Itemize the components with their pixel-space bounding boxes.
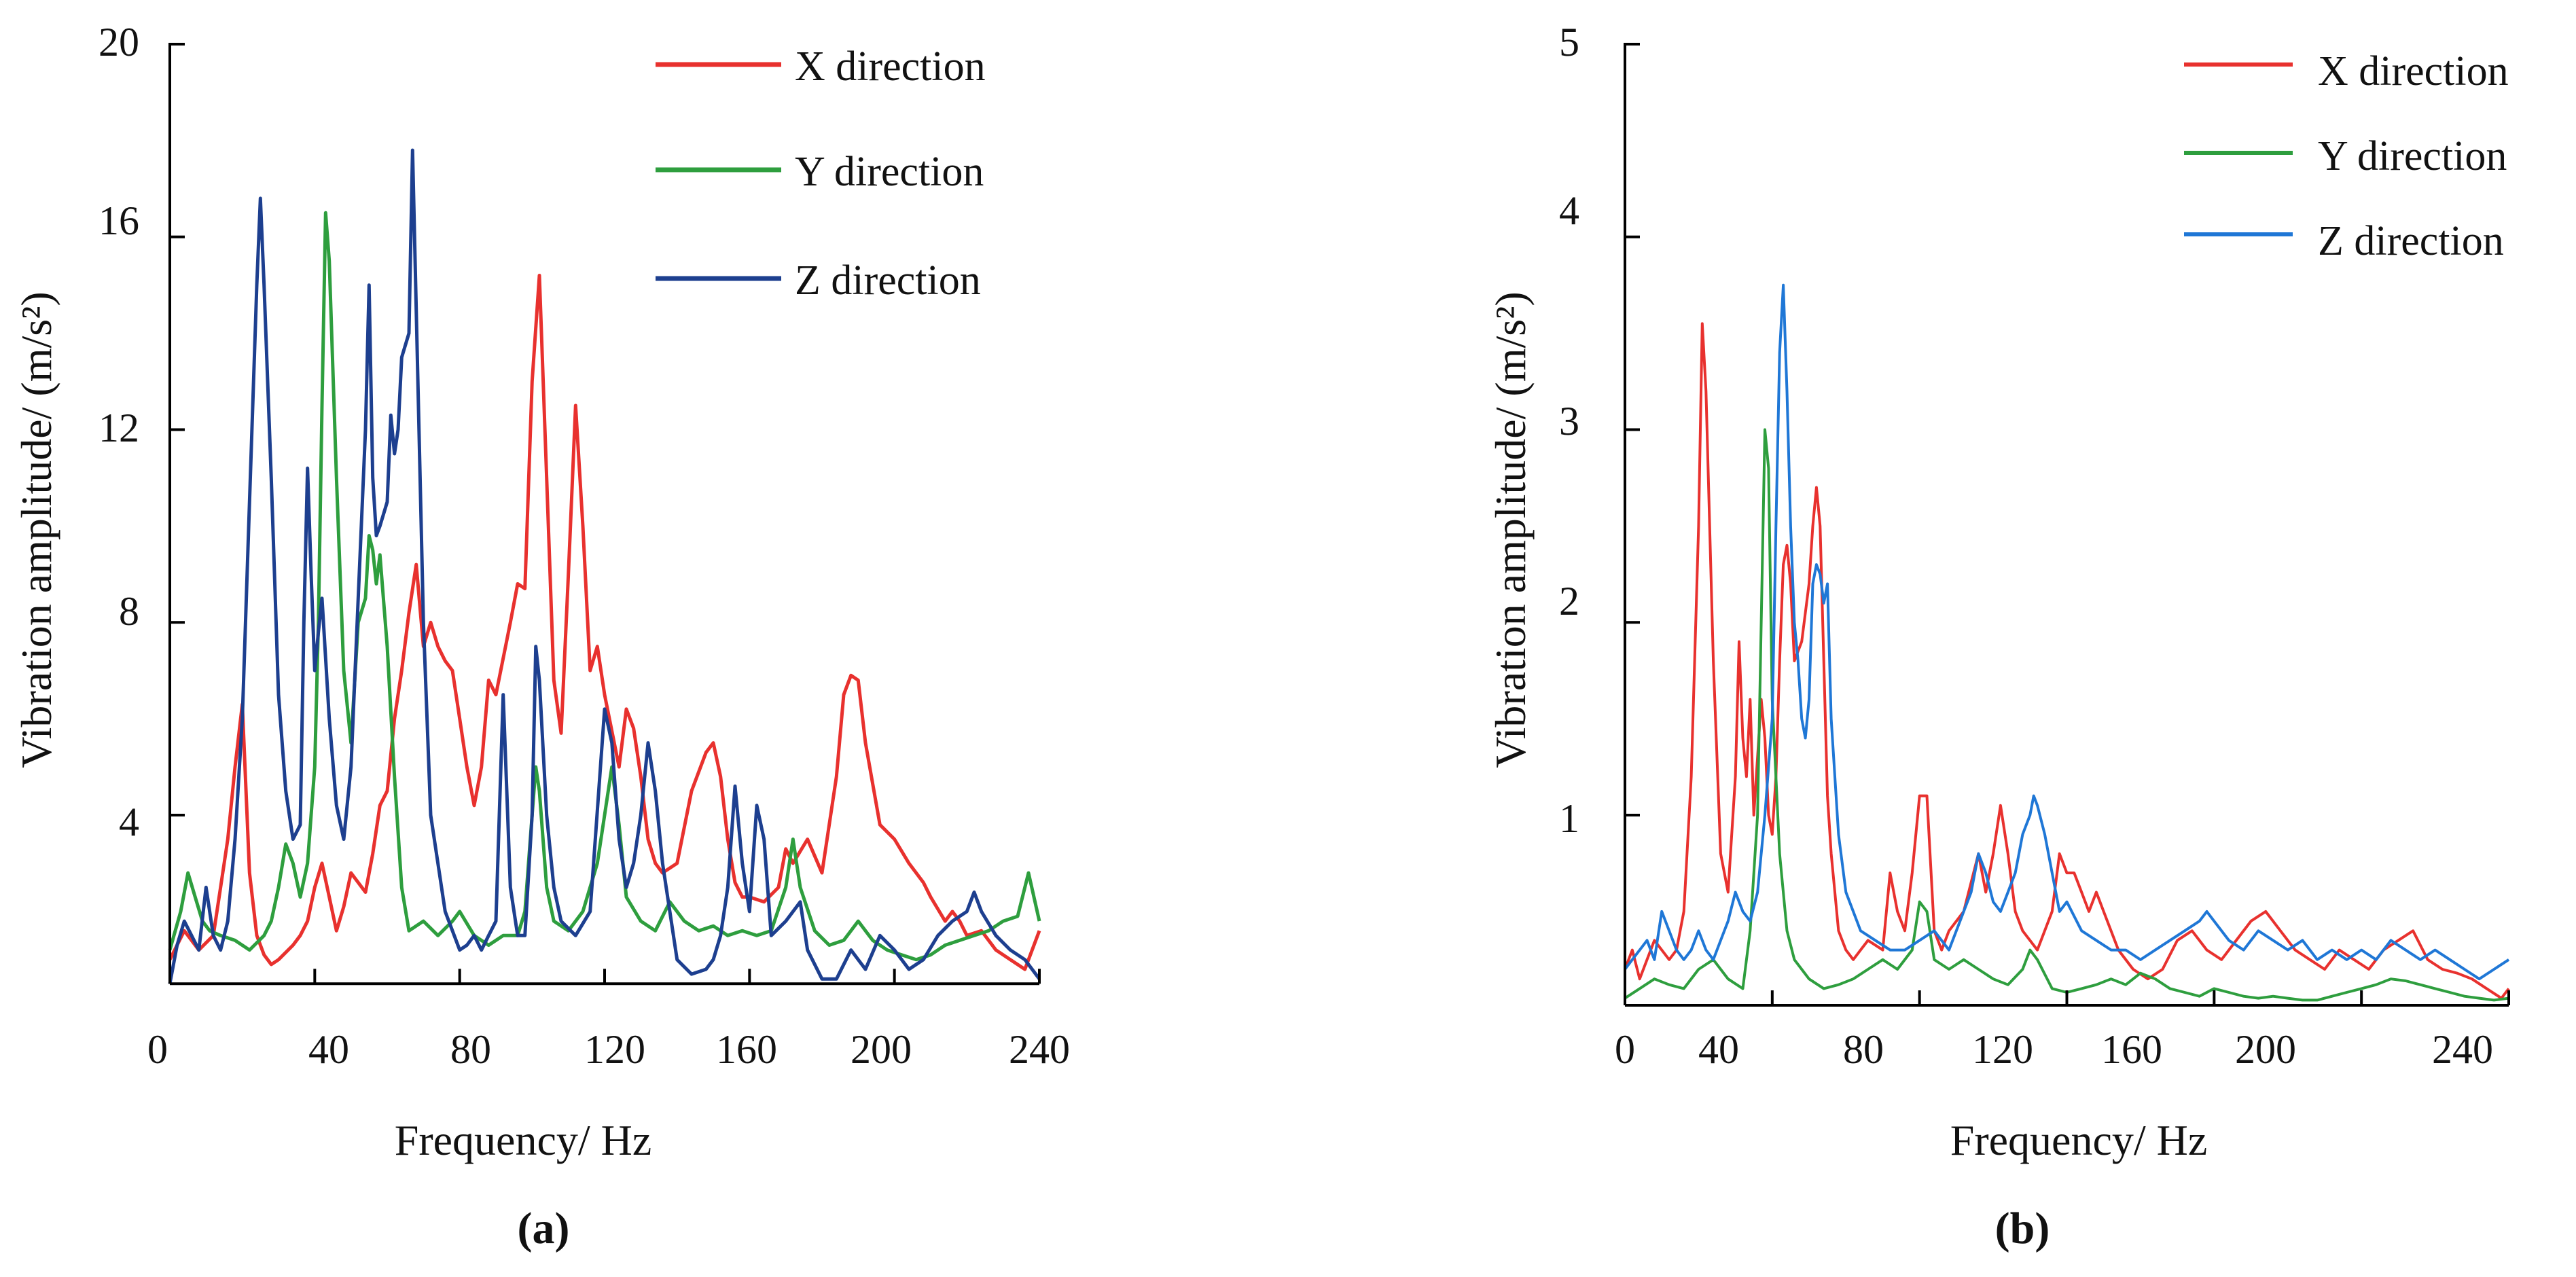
legend-b: X direction Y direction Z direction: [2184, 48, 2509, 264]
x-tick-label: 160: [716, 1027, 777, 1072]
y-tick-label: 20: [99, 20, 139, 65]
y-tick-label: 8: [119, 589, 139, 634]
x-tick-label: 240: [2432, 1027, 2493, 1072]
x-tick-label: 0: [147, 1027, 168, 1072]
plot-area-a: [168, 43, 1041, 986]
y-tick-label: 5: [1559, 20, 1579, 65]
x-axis-label-b: Frequency/ Hz: [1950, 1116, 2208, 1164]
plot-area-b: [1624, 43, 2510, 1007]
series-line-z-direction: [168, 148, 1041, 984]
x-tick-label: 80: [450, 1027, 491, 1072]
y-axis-label-b: Vibration amplitude/ (m/s²): [1486, 291, 1535, 768]
x-tick-label: 200: [851, 1027, 912, 1072]
x-tick-label: 240: [1009, 1027, 1070, 1072]
legend-label: X direction: [795, 43, 986, 90]
series-line-x-direction: [1624, 322, 2510, 1000]
series-line-y-direction: [1624, 428, 2509, 1002]
x-axis-label-a: Frequency/ Hz: [395, 1116, 652, 1164]
panel-label-b: (b): [1995, 1204, 2050, 1253]
y-tick-label: 4: [1559, 188, 1579, 233]
y-tick-label: 3: [1559, 399, 1579, 444]
y-tick-label: 1: [1559, 796, 1579, 841]
series-line-y-direction: [168, 211, 1041, 962]
y-tick-label: 4: [119, 799, 139, 844]
y-tick-labels-a: 4 8 12 16 20: [99, 20, 139, 844]
y-tick-label: 12: [99, 406, 139, 450]
x-tick-label: 80: [1843, 1027, 1884, 1072]
y-tick-label: 16: [99, 198, 139, 243]
panel-b: Vibration amplitude/ (m/s²) Frequency/ H…: [1486, 20, 2510, 1253]
series-line-x-direction: [168, 274, 1041, 971]
series-line-z-direction: [1624, 283, 2510, 981]
legend-label: X direction: [2318, 48, 2509, 94]
x-tick-label: 40: [1698, 1027, 1739, 1072]
legend-label: Z direction: [795, 257, 981, 304]
x-tick-label: 160: [2101, 1027, 2162, 1072]
x-tick-label: 120: [584, 1027, 645, 1072]
y-tick-label: 2: [1559, 579, 1579, 624]
x-tick-labels-a: 0 40 80 120 160 200 240: [147, 1027, 1070, 1072]
panel-label-a: (a): [518, 1204, 570, 1253]
y-axis-label-a: Vibration amplitude/ (m/s²): [12, 291, 60, 768]
legend-label: Y direction: [2318, 133, 2507, 179]
x-tick-label: 200: [2235, 1027, 2296, 1072]
legend-label: Y direction: [795, 149, 984, 195]
x-tick-label: 40: [308, 1027, 349, 1072]
x-tick-labels-b: 0 40 80 120 160 200 240: [1615, 1027, 2493, 1072]
panel-a: Vibration amplitude/ (m/s²) Frequency/ H…: [12, 20, 1070, 1253]
legend-a: X direction Y direction Z direction: [656, 43, 986, 304]
legend-label: Z direction: [2318, 218, 2504, 264]
x-tick-label: 120: [1972, 1027, 2033, 1072]
y-tick-labels-b: 1 2 3 4 5: [1559, 20, 1579, 841]
x-tick-label: 0: [1615, 1027, 1635, 1072]
